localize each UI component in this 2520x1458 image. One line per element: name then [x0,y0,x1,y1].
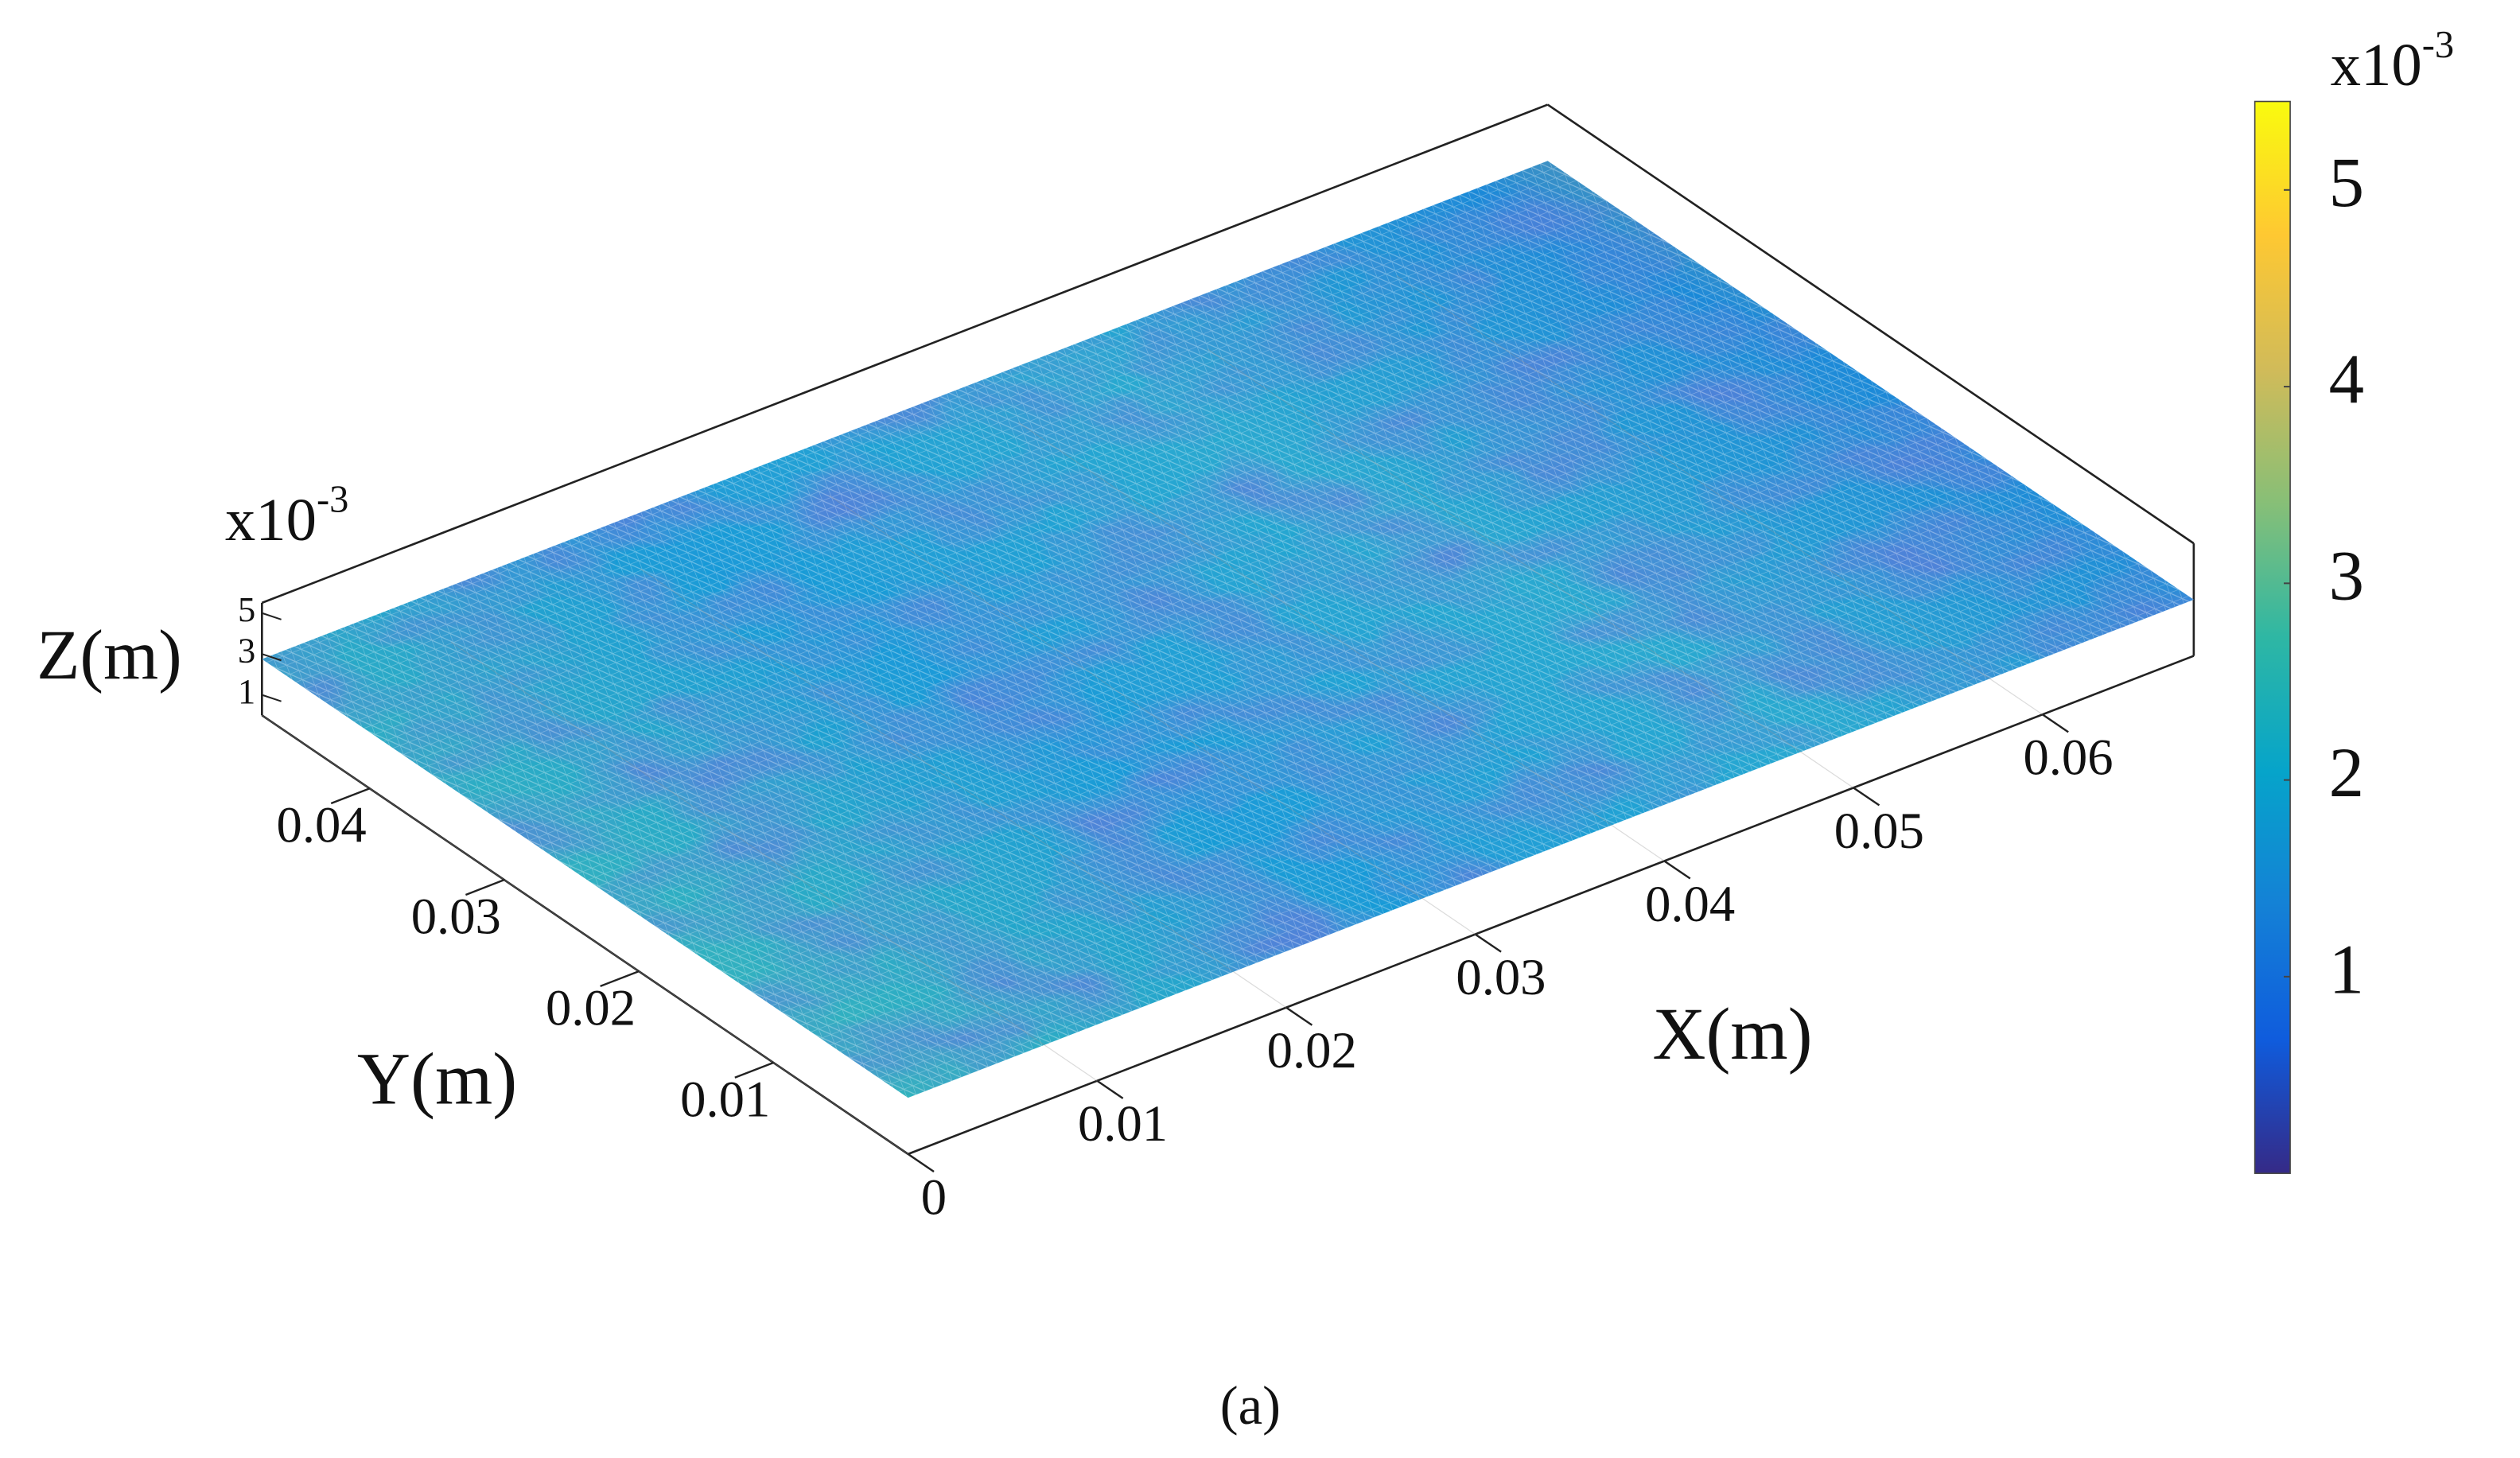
z-tick [262,694,282,702]
z-tick-label: 3 [238,630,255,670]
colorbar-tick-label: 5 [2329,144,2364,222]
x-grid-line [1396,275,2044,715]
colorbar-tick-label: 4 [2329,340,2364,418]
y-tick [734,1061,774,1079]
x-tick-label: 0 [921,1168,947,1225]
x-grid-line [450,641,1098,1082]
x-tick [1285,1006,1313,1026]
x-tick-label: 0.06 [2023,729,2113,786]
x-tick [907,1153,935,1172]
y-tick [600,970,640,987]
x-tick [1096,1079,1124,1099]
z-tick-label: 5 [238,589,255,629]
x-tick-label: 0.05 [1834,802,1924,859]
y-tick-label: 0.04 [277,796,367,853]
z-axis-label: Z(m) [37,616,182,694]
x-grid-line [640,568,1287,1009]
x-grid-line [1207,348,1854,788]
colorbar-tick-label: 2 [2329,734,2364,812]
z-scale-exp: -3 [317,479,348,521]
y-axis-label: Y(m) [357,1038,517,1120]
colorbar-tick-label: 1 [2329,931,2364,1009]
x-axis-label: X(m) [1652,993,1812,1075]
z-tick-label: 1 [238,671,255,711]
x-tick-label: 0.02 [1267,1021,1357,1079]
x-tick [1663,860,1691,880]
y-tick-label: 0.01 [680,1070,770,1127]
surface-mesh [262,161,2194,1098]
x-axis-line [908,655,2195,1156]
z-tick [262,653,282,662]
caption: (a) [1220,1375,1281,1436]
x-tick-label: 0.01 [1078,1094,1168,1152]
x-tick [1474,933,1502,953]
z-scale: x10-3 [225,479,349,554]
x-tick [1853,787,1880,807]
y-tick [465,879,505,896]
colorbar [2254,100,2291,1174]
axes-box [261,103,2195,1156]
y-tick-label: 0.02 [546,978,636,1036]
colorbar-scale-exp: -3 [2422,24,2454,66]
colorbar-tick-label: 3 [2329,538,2364,616]
box-edge [261,103,1549,605]
z-tick [262,612,282,620]
colorbar-scale-base: x10 [2331,31,2422,99]
box-edge [1546,103,2195,545]
z-scale-base: x10 [225,486,317,554]
colorbar-scale: x10-3 [2331,24,2455,99]
x-tick [2042,713,2069,733]
x-tick-label: 0.04 [1645,875,1735,932]
x-tick-label: 0.03 [1456,948,1546,1005]
x-grid-line [1017,422,1665,861]
x-grid-line [829,495,1476,935]
y-tick [330,787,371,805]
y-tick-label: 0.03 [411,888,501,945]
